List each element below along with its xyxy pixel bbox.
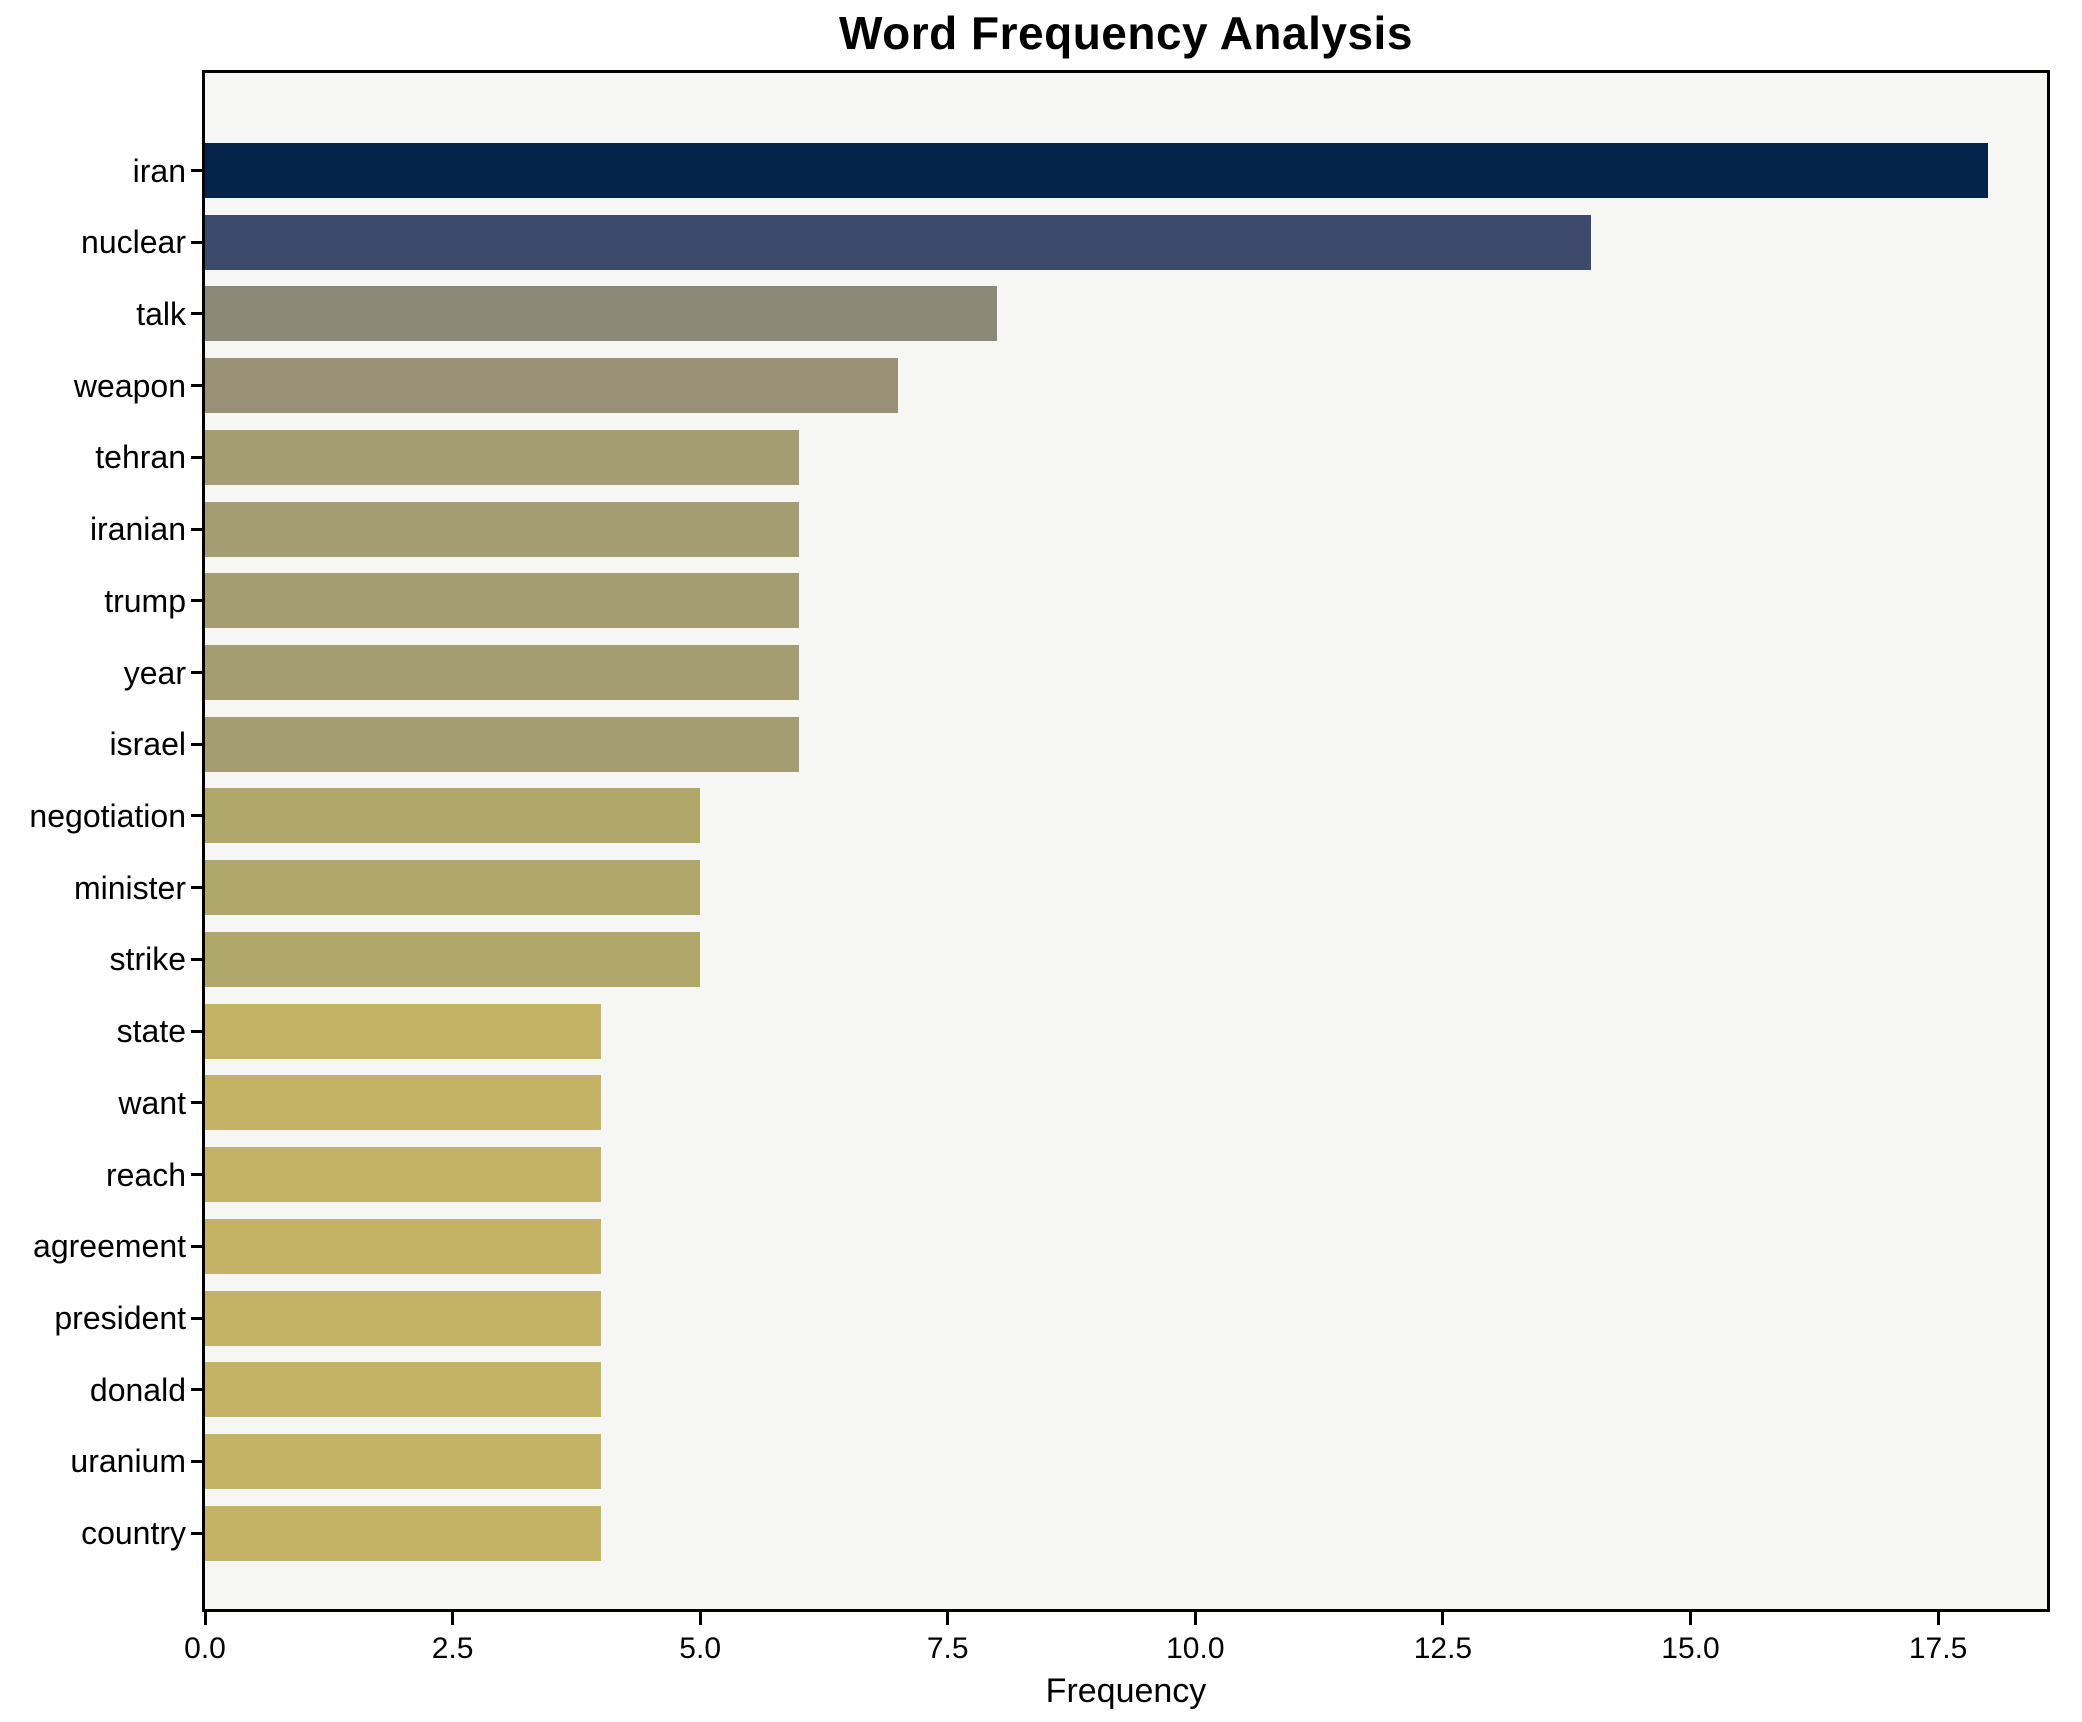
y-tick-label-year: year xyxy=(123,654,186,691)
x-tick-label: 12.5 xyxy=(1413,1632,1473,1665)
bar-tehran xyxy=(205,429,800,485)
x-axis-label: Frequency xyxy=(1045,1672,1207,1710)
y-tick-label-president: president xyxy=(54,1300,186,1337)
y-tick-mark xyxy=(191,455,202,459)
bar-president xyxy=(205,1290,602,1346)
bar-iran xyxy=(205,143,1988,198)
bar-year xyxy=(205,645,800,701)
bar-iranian xyxy=(205,501,800,557)
x-tick-mark xyxy=(203,1612,207,1625)
x-tick-label: 17.5 xyxy=(1908,1632,1968,1665)
x-tick-label: 10.0 xyxy=(1166,1632,1225,1665)
y-tick-mark xyxy=(191,1316,202,1320)
y-tick-label-tehran: tehran xyxy=(95,439,186,476)
bar-weapon xyxy=(205,358,899,414)
bar-donald xyxy=(205,1362,602,1418)
y-tick-mark xyxy=(191,1029,202,1033)
y-tick-label-negotiation: negotiation xyxy=(29,797,186,834)
plot-area xyxy=(202,70,2050,1612)
y-tick-mark xyxy=(191,1173,202,1177)
x-tick-mark xyxy=(1441,1612,1445,1625)
y-tick-label-israel: israel xyxy=(109,726,186,763)
y-tick-label-nuclear: nuclear xyxy=(81,224,186,261)
bar-strike xyxy=(205,931,701,987)
bar-uranium xyxy=(205,1433,602,1489)
y-tick-label-donald: donald xyxy=(89,1371,186,1408)
x-tick-mark xyxy=(451,1612,455,1625)
y-tick-mark xyxy=(191,957,202,961)
x-tick-label: 0.0 xyxy=(184,1632,226,1665)
x-tick-mark xyxy=(1936,1612,1940,1625)
y-tick-label-country: country xyxy=(81,1515,186,1552)
x-tick-mark xyxy=(698,1612,702,1625)
y-tick-label-talk: talk xyxy=(136,295,186,332)
y-tick-mark xyxy=(191,814,202,818)
y-tick-label-want: want xyxy=(118,1084,186,1121)
y-tick-label-iranian: iranian xyxy=(89,511,186,548)
y-tick-mark xyxy=(191,1388,202,1392)
y-tick-mark xyxy=(191,527,202,531)
bar-negotiation xyxy=(205,788,701,844)
y-tick-label-trump: trump xyxy=(104,582,186,619)
y-tick-mark xyxy=(191,169,202,172)
chart-title: Word Frequency Analysis xyxy=(839,7,1413,59)
y-tick-label-uranium: uranium xyxy=(70,1443,186,1480)
bar-trump xyxy=(205,573,800,629)
bar-nuclear xyxy=(205,214,1592,270)
x-tick-mark xyxy=(946,1612,950,1625)
x-tick-mark xyxy=(1688,1612,1692,1625)
bar-want xyxy=(205,1075,602,1131)
bar-country xyxy=(205,1505,602,1561)
x-tick-label: 5.0 xyxy=(679,1632,722,1665)
bar-talk xyxy=(205,286,998,342)
y-tick-label-strike: strike xyxy=(109,941,186,978)
x-tick-label: 15.0 xyxy=(1661,1632,1720,1665)
y-tick-mark xyxy=(191,1531,202,1535)
y-tick-label-iran: iran xyxy=(132,152,186,189)
x-tick-mark xyxy=(1193,1612,1197,1625)
bar-reach xyxy=(205,1147,602,1203)
bar-state xyxy=(205,1003,602,1059)
y-tick-label-weapon: weapon xyxy=(73,367,186,404)
y-tick-mark xyxy=(191,240,202,244)
y-tick-mark xyxy=(191,312,202,316)
y-tick-mark xyxy=(191,1244,202,1248)
y-tick-mark xyxy=(191,1101,202,1105)
y-tick-label-state: state xyxy=(116,1013,186,1050)
y-tick-mark xyxy=(191,886,202,890)
y-tick-label-agreement: agreement xyxy=(33,1228,186,1265)
y-tick-mark xyxy=(191,671,202,675)
y-tick-mark xyxy=(191,384,202,388)
y-tick-mark xyxy=(191,742,202,746)
x-tick-label: 7.5 xyxy=(926,1632,969,1665)
bar-israel xyxy=(205,716,800,772)
bar-agreement xyxy=(205,1218,602,1274)
y-tick-mark xyxy=(191,1459,202,1463)
y-tick-label-reach: reach xyxy=(105,1156,186,1193)
y-tick-mark xyxy=(191,599,202,603)
bar-minister xyxy=(205,860,701,916)
x-tick-label: 2.5 xyxy=(431,1632,474,1665)
y-tick-label-minister: minister xyxy=(73,869,186,906)
